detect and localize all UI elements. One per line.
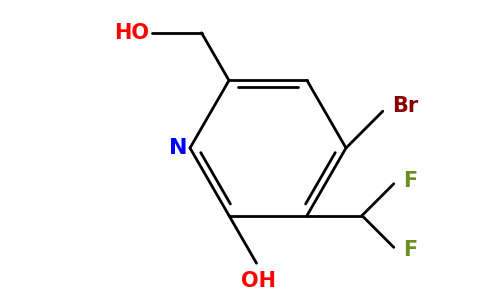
Text: Br: Br — [392, 96, 418, 116]
Text: N: N — [169, 138, 187, 158]
Text: F: F — [403, 240, 417, 260]
Text: HO: HO — [115, 23, 150, 43]
Text: F: F — [403, 171, 417, 191]
Text: OH: OH — [241, 271, 276, 291]
